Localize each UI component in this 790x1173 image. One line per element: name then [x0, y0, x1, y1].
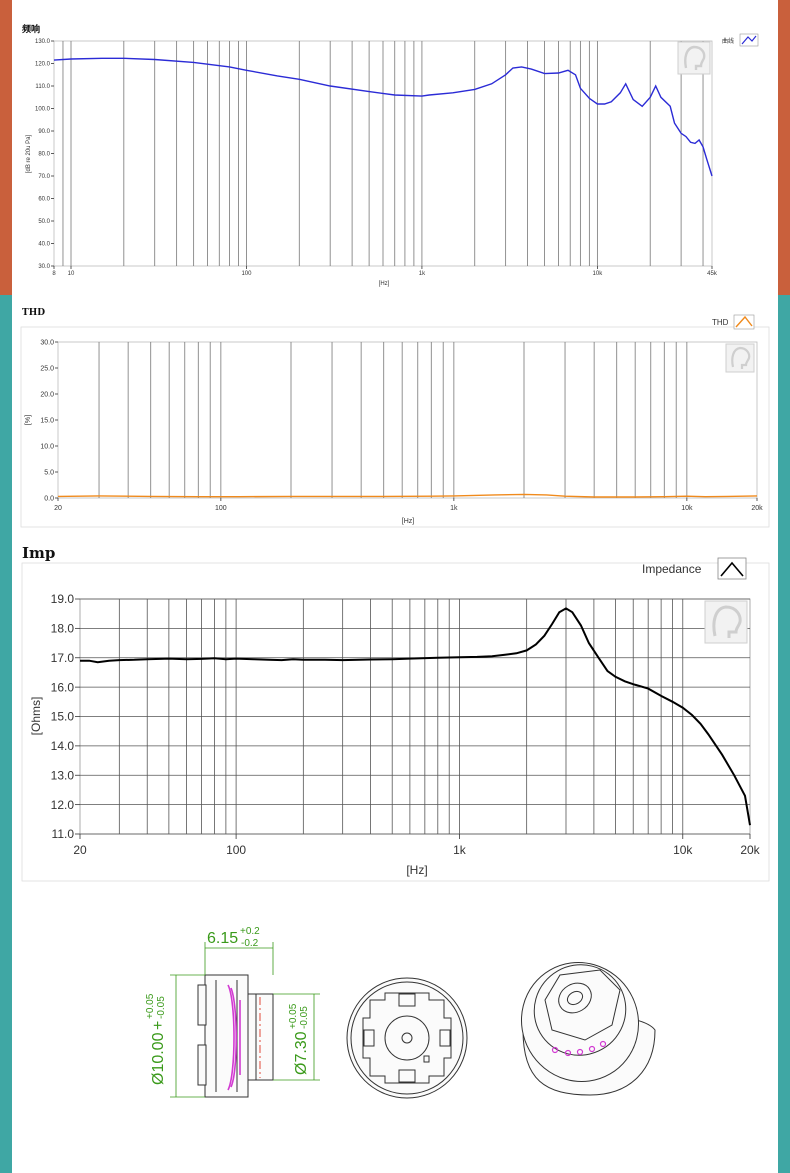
imp-y-label: [Ohms]	[29, 697, 43, 736]
fr-person-logo-icon	[677, 41, 711, 75]
y-tick-label: 30.0	[38, 264, 50, 270]
x-tick-label: 1k	[453, 843, 467, 857]
outer-tol-plus-sign: +	[150, 1021, 167, 1030]
y-tick-label: 19.0	[51, 592, 75, 606]
y-tick-label: 17.0	[51, 651, 75, 665]
outer-tol-minus: -0.05	[156, 996, 167, 1019]
y-tick-label: 5.0	[44, 469, 54, 476]
thd-x-ticks: 20 100 1k 10k 20k	[54, 498, 763, 512]
fr-legend-label: 曲线	[722, 37, 734, 45]
y-tick-label: 100.0	[35, 107, 51, 113]
right-band	[778, 0, 790, 1173]
y-tick-label: 50.0	[38, 219, 50, 225]
imp-legend-swatch-icon	[717, 557, 747, 580]
fr-y-label: [dB re 20u Pa]	[26, 134, 32, 173]
y-tick-label: 0.0	[44, 495, 54, 502]
y-tick-label: 18.0	[51, 622, 75, 636]
y-tick-label: 10.0	[40, 443, 54, 450]
y-tick-label: 12.0	[51, 798, 75, 812]
side-view	[197, 974, 274, 1098]
imp-x-label: [Hz]	[406, 863, 427, 877]
thd-plot-area	[57, 341, 758, 499]
imp-title: Imp	[22, 544, 55, 562]
y-tick-label: 15.0	[51, 710, 75, 724]
fr-grid	[62, 41, 704, 266]
inner-tol-plus: +0.05	[288, 1003, 299, 1029]
y-tick-label: 11.0	[52, 827, 75, 841]
x-tick-label: 10k	[673, 843, 693, 857]
y-tick-label: 14.0	[51, 739, 75, 753]
x-tick-label: 10	[68, 271, 75, 277]
y-tick-label: 20.0	[40, 391, 54, 398]
x-tick-label: 10k	[593, 271, 604, 277]
thd-y-ticks: 0.0 5.0 10.0 15.0 20.0 25.0 30.0	[40, 339, 58, 502]
y-tick-label: 25.0	[40, 365, 54, 372]
imp-series-line	[80, 607, 751, 826]
fr-x-label: [Hz]	[379, 281, 390, 287]
width-dimension: 6.15	[207, 930, 238, 947]
y-tick-label: 90.0	[38, 129, 50, 135]
imp-person-logo-icon	[704, 600, 748, 644]
imp-frame	[21, 562, 770, 882]
dimension-lines	[170, 942, 320, 1098]
thd-series-line	[57, 493, 758, 498]
y-tick-label: 70.0	[38, 174, 50, 180]
y-tick-label: 30.0	[40, 339, 54, 346]
thd-y-label: [%]	[25, 415, 32, 425]
width-tol-minus: -0.2	[241, 938, 259, 949]
thd-legend-label: THD	[712, 318, 729, 327]
y-tick-label: 130.0	[35, 39, 51, 45]
imp-legend-label: Impedance	[642, 562, 702, 576]
y-tick-label: 16.0	[51, 680, 75, 694]
y-tick-label: 110.0	[35, 84, 50, 90]
x-tick-label: 1k	[450, 505, 458, 512]
thd-chart: THD 0.0 5.0 10.0 15.0 20.0 25.0 30.0 20 100 1k 10…	[20, 308, 770, 528]
thd-x-label: [Hz]	[402, 518, 415, 525]
inner-tol-minus: -0.05	[299, 1006, 310, 1029]
x-tick-label: 8	[52, 271, 56, 277]
x-tick-label: 10k	[681, 505, 693, 512]
technical-drawing: 6.15 +0.2 -0.2 Ø10.00 + +0.05 -0.05 Ø7.3…	[145, 926, 656, 1099]
y-tick-label: 60.0	[38, 197, 50, 203]
thd-frame	[20, 326, 770, 528]
y-tick-label: 15.0	[40, 417, 54, 424]
inner-diameter-dimension: Ø7.30	[293, 1031, 310, 1075]
imp-y-ticks: 11.0 12.0 13.0 14.0 15.0 16.0 17.0 18.0 19.0	[51, 592, 80, 841]
x-tick-label: 45k	[707, 271, 718, 277]
x-tick-label: 20k	[740, 843, 760, 857]
left-band	[0, 0, 12, 1173]
width-tol-plus: +0.2	[240, 926, 260, 937]
fr-x-ticks: 8 10 100 1k 10k 45k	[52, 266, 718, 277]
fr-title: 频响	[22, 23, 40, 35]
x-tick-label: 100	[226, 843, 246, 857]
thd-legend-swatch-icon	[733, 314, 755, 330]
fr-chart: 频响 30.0 40.0 50.0 60.0 70.0 80.0 90.0 100.0 110.…	[22, 23, 759, 287]
fr-legend-swatch-icon	[739, 33, 759, 47]
y-tick-label: 40.0	[38, 242, 50, 248]
coil-section	[227, 984, 241, 1091]
y-tick-label: 13.0	[51, 768, 75, 782]
fr-y-ticks: 30.0 40.0 50.0 60.0 70.0 80.0 90.0 100.0 110.0 12…	[35, 39, 54, 270]
outer-tol-plus: +0.05	[145, 993, 156, 1019]
imp-x-ticks: 20 100 1k 10k 20k	[73, 834, 761, 857]
front-view	[346, 977, 468, 1099]
thd-title: THD	[22, 308, 45, 318]
x-tick-label: 100	[241, 271, 252, 277]
x-tick-label: 100	[215, 505, 227, 512]
thd-grid	[98, 342, 688, 498]
fr-series-line	[53, 57, 713, 177]
x-tick-label: 20k	[751, 505, 763, 512]
imp-chart: Imp 11.0 12.0 13.0 14.0 15.0 16.0 17.0 18.0 19.0…	[21, 544, 770, 882]
x-tick-label: 20	[73, 843, 87, 857]
outer-diameter-dimension: Ø10.00	[150, 1032, 167, 1085]
y-tick-label: 120.0	[35, 62, 51, 68]
thd-person-logo-icon	[725, 343, 755, 373]
x-tick-label: 20	[54, 505, 62, 512]
perspective-pins	[551, 1040, 607, 1057]
y-tick-label: 80.0	[38, 152, 50, 158]
perspective-view	[520, 961, 656, 1096]
x-tick-label: 1k	[419, 271, 426, 277]
